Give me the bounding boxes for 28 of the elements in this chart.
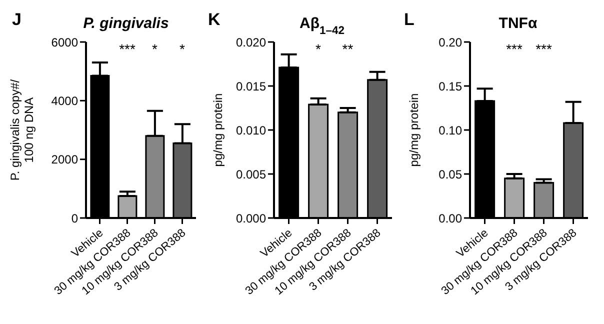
y-tick-label: 0.005	[236, 167, 266, 182]
chart-title: P. gingivalis	[83, 15, 169, 32]
y-tick-label: 0.010	[236, 123, 266, 138]
y-axis-title: pg/mg protein	[211, 93, 225, 167]
y-tick-label: 0.20	[438, 35, 462, 50]
annotation: ***	[506, 41, 523, 57]
y-tick-label: 0.00	[438, 211, 462, 226]
text: * *	[152, 41, 185, 57]
annotation: ***	[119, 41, 136, 57]
y-tick-label: 0.000	[236, 211, 266, 226]
y-tick-label: 4000	[51, 94, 78, 108]
y-axis-title: pg/mg protein	[407, 93, 421, 167]
text: K	[208, 10, 220, 30]
y-tick-label: 2000	[51, 152, 78, 167]
y-tick-label: 0.05	[438, 167, 462, 182]
text: J	[12, 10, 22, 30]
y-tick-label: 0	[71, 211, 78, 226]
text: L	[404, 10, 414, 30]
y-axis-title: P. gingivalis copy#/ 100 ng DNA	[8, 78, 36, 181]
y-tick-label: 0.10	[438, 123, 462, 138]
chart-title: Aβ$_{1–42}$	[299, 15, 345, 37]
annotation: ***	[536, 41, 552, 57]
chart-title: TNFα	[498, 15, 538, 32]
y-tick-label: 6000	[51, 35, 78, 50]
y-tick-label: 0.015	[236, 79, 266, 94]
text: * **	[316, 41, 354, 57]
y-tick-label: 0.15	[438, 79, 462, 94]
y-tick-label: 0.020	[236, 35, 266, 50]
